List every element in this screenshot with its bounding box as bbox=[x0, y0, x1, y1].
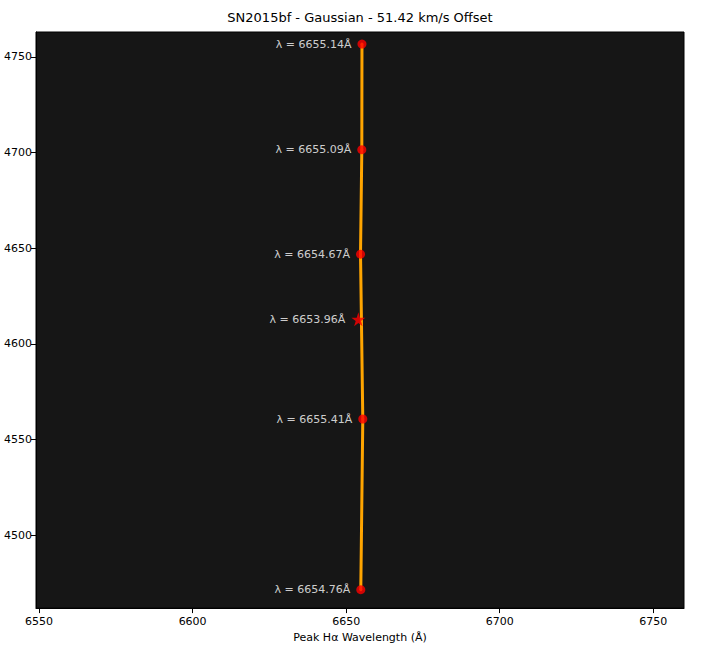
svg-text:4750: 4750 bbox=[4, 50, 32, 63]
svg-text:6650: 6650 bbox=[332, 615, 360, 628]
svg-text:4650: 4650 bbox=[4, 242, 32, 255]
svg-text:λ = 6655.09Å: λ = 6655.09Å bbox=[276, 143, 352, 156]
svg-text:4550: 4550 bbox=[4, 433, 32, 446]
svg-text:6700: 6700 bbox=[486, 615, 514, 628]
svg-text:λ = 6655.14Å: λ = 6655.14Å bbox=[276, 38, 352, 51]
svg-text:SN2015bf - Gaussian - 51.42 km: SN2015bf - Gaussian - 51.42 km/s Offset bbox=[227, 10, 492, 25]
svg-text:λ = 6654.67Å: λ = 6654.67Å bbox=[274, 248, 350, 261]
svg-text:4600: 4600 bbox=[4, 337, 32, 350]
svg-text:4500: 4500 bbox=[4, 529, 32, 542]
svg-text:λ = 6653.96Å: λ = 6653.96Å bbox=[270, 313, 346, 326]
svg-text:λ = 6655.41Å: λ = 6655.41Å bbox=[277, 413, 353, 426]
svg-text:6600: 6600 bbox=[179, 615, 207, 628]
svg-text:6750: 6750 bbox=[639, 615, 667, 628]
svg-text:λ = 6654.76Å: λ = 6654.76Å bbox=[275, 583, 351, 596]
svg-text:Peak Hα Wavelength (Å): Peak Hα Wavelength (Å) bbox=[293, 631, 427, 644]
svg-text:4700: 4700 bbox=[4, 146, 32, 159]
svg-text:6550: 6550 bbox=[25, 615, 53, 628]
